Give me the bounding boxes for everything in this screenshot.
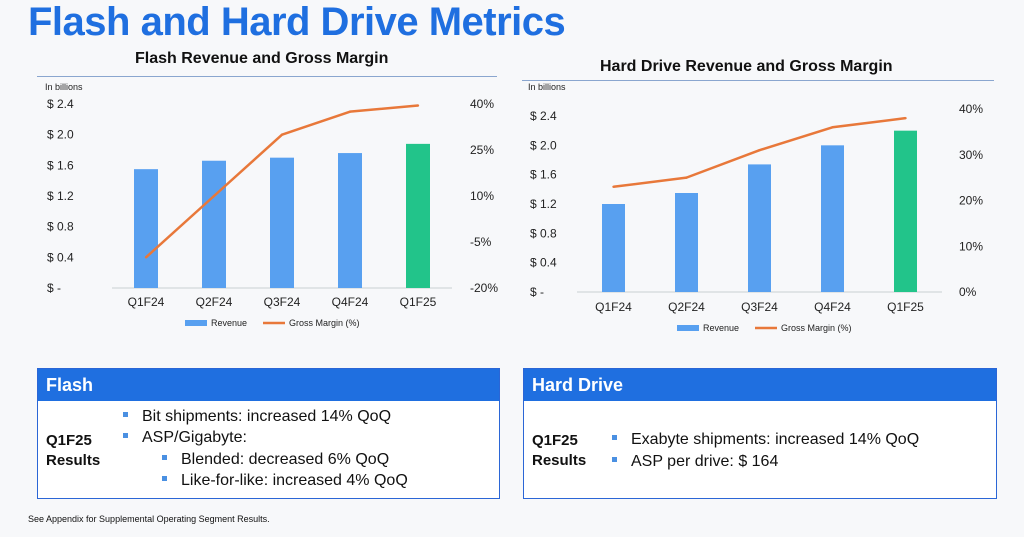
bullet-square-icon: [612, 457, 617, 463]
flash-sub-bullet: Like-for-like: increased 4% QoQ: [162, 472, 408, 490]
hdd-results-label-quarter: Q1F25: [532, 432, 578, 449]
flash-results-label-quarter: Q1F25: [46, 432, 92, 449]
y2-tick-label: 20%: [959, 194, 983, 208]
y-tick-label: $ 1.2: [47, 189, 74, 203]
gross-margin-point: [212, 194, 216, 198]
hdd-chart-title: Hard Drive Revenue and Gross Margin: [600, 58, 893, 75]
gross-margin-point: [416, 104, 420, 107]
flash-bullet: Bit shipments: increased 14% QoQ: [123, 408, 391, 426]
legend-revenue-swatch: [677, 325, 699, 331]
hdd-results-label-results: Results: [532, 452, 587, 469]
revenue-bar: [202, 160, 226, 288]
bullet-square-icon: [162, 476, 167, 482]
revenue-bar: [894, 130, 917, 292]
y-tick-label: $ 2.4: [47, 97, 74, 111]
units-label: In billions: [45, 82, 83, 92]
hdd-bullet: ASP per drive: $ 164: [612, 453, 778, 471]
y-tick-label: $ -: [47, 281, 61, 295]
bullet-square-icon: [162, 455, 167, 461]
revenue-bar: [821, 145, 844, 292]
gross-margin-point: [685, 176, 688, 179]
y2-tick-label: 10%: [959, 239, 983, 253]
gross-margin-point: [831, 126, 834, 129]
bullet-square-icon: [612, 435, 617, 441]
legend-revenue-swatch: [185, 320, 207, 326]
y2-tick-label: -20%: [470, 281, 498, 295]
hdd-revenue-chart: In billions $ - $ 0.4 $ 0.8 $ 1.2 $ 1.6 $ 2.0 $…: [528, 82, 983, 333]
gross-margin-point: [280, 133, 284, 136]
y2-tick-label: 25%: [470, 143, 494, 157]
y-tick-label: $ 0.4: [530, 256, 557, 270]
y2-tick-label: -5%: [470, 235, 492, 249]
y-tick-label: $ 1.6: [530, 168, 557, 182]
page-title: Flash and Hard Drive Metrics: [28, 0, 566, 44]
flash-results-label-results: Results: [46, 452, 101, 469]
y2-tick-label: 10%: [470, 189, 494, 203]
hdd-chart-rule: [522, 80, 994, 81]
flash-panel-heading: Flash: [38, 369, 499, 401]
x-tick-label: Q3F24: [741, 300, 778, 314]
y-tick-label: $ 1.6: [47, 158, 74, 172]
revenue-bar: [602, 204, 625, 292]
footnote: See Appendix for Supplemental Operating …: [28, 514, 270, 524]
y2-tick-label: 0%: [959, 285, 977, 299]
x-tick-label: Q1F25: [400, 295, 437, 309]
flash-bullet-text: Bit shipments: increased 14% QoQ: [142, 408, 392, 425]
y-tick-label: $ -: [530, 285, 544, 299]
legend-revenue-label: Revenue: [703, 323, 739, 333]
units-label: In billions: [528, 82, 566, 92]
bullet-square-icon: [123, 412, 128, 418]
legend-margin-label: Gross Margin (%): [781, 323, 852, 333]
revenue-bar: [338, 153, 362, 288]
hdd-bullet-text: Exabyte shipments: increased 14% QoQ: [631, 431, 920, 448]
x-tick-label: Q4F24: [814, 300, 851, 314]
hdd-panel-heading: Hard Drive: [524, 369, 996, 401]
hdd-bullet-text: ASP per drive: $ 164: [631, 453, 779, 470]
legend-margin-label: Gross Margin (%): [289, 318, 360, 328]
x-tick-label: Q4F24: [332, 295, 369, 309]
flash-results-label: Q1F25 Results: [46, 431, 100, 471]
y-tick-label: $ 1.2: [530, 197, 557, 211]
y-tick-label: $ 0.8: [530, 226, 557, 240]
flash-chart-title: Flash Revenue and Gross Margin: [135, 50, 389, 67]
gross-margin-point: [904, 116, 907, 120]
bullet-square-icon: [123, 433, 128, 439]
hdd-results-label: Q1F25 Results: [532, 431, 586, 471]
revenue-bar: [270, 157, 294, 288]
gross-margin-point: [758, 148, 761, 152]
revenue-bar: [406, 143, 430, 288]
flash-sub-bullet: Blended: decreased 6% QoQ: [162, 451, 389, 469]
flash-bullet-text: ASP/Gigabyte:: [142, 429, 247, 446]
x-tick-label: Q1F24: [595, 300, 632, 314]
flash-revenue-chart: In billions $ - $ 0.4 $ 0.8 $ 1.2 $ 1.6 $ 2.0 $…: [45, 82, 498, 328]
hdd-results-panel: Hard Drive Q1F25 Results Exabyte shipmen…: [523, 368, 997, 499]
x-tick-label: Q1F25: [887, 300, 924, 314]
flash-results-panel: Flash Q1F25 Results Bit shipments: incre…: [37, 368, 500, 499]
y-tick-label: $ 0.4: [47, 250, 74, 264]
x-tick-label: Q3F24: [264, 295, 301, 309]
revenue-bar: [134, 169, 158, 288]
flash-bullet-text: Like-for-like: increased 4% QoQ: [181, 472, 408, 489]
y2-tick-label: 40%: [470, 97, 494, 111]
flash-bullet-text: Blended: decreased 6% QoQ: [181, 451, 390, 468]
hdd-bullet: Exabyte shipments: increased 14% QoQ: [612, 431, 919, 449]
x-tick-label: Q2F24: [668, 300, 705, 314]
flash-chart-rule: [37, 76, 497, 77]
revenue-bar: [748, 164, 771, 292]
y-tick-label: $ 0.8: [47, 220, 74, 234]
x-tick-label: Q1F24: [128, 295, 165, 309]
gross-margin-point: [348, 110, 352, 113]
gross-margin-point: [144, 256, 148, 259]
legend-revenue-label: Revenue: [211, 318, 247, 328]
y2-tick-label: 40%: [959, 102, 983, 116]
y-tick-label: $ 2.0: [47, 128, 74, 142]
y2-tick-label: 30%: [959, 148, 983, 162]
revenue-bar: [675, 193, 698, 292]
gross-margin-point: [612, 185, 615, 188]
y-tick-label: $ 2.0: [530, 138, 557, 152]
flash-bullet: ASP/Gigabyte:: [123, 429, 247, 447]
y-tick-label: $ 2.4: [530, 109, 557, 123]
x-tick-label: Q2F24: [196, 295, 233, 309]
